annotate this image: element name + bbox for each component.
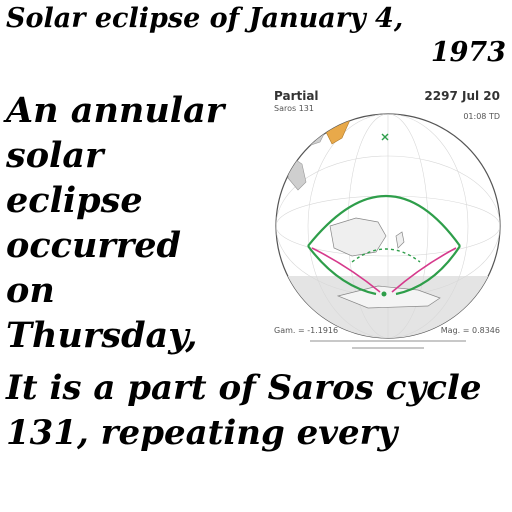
greatest-eclipse-point (381, 291, 387, 297)
title-line-2: 1973 (430, 37, 506, 68)
title-line-1: Solar eclipse of January 4, (6, 3, 404, 34)
new-zealand-landmass (395, 231, 405, 249)
gamma-label: Gam. = -1.1916 (274, 326, 338, 335)
date-label: 2297 Jul 20 (424, 89, 500, 103)
eclipse-type-label: Partial (274, 89, 319, 103)
rise-set-curve-west (311, 247, 381, 293)
time-label: 01:08 TD (463, 112, 500, 121)
fine-print (310, 340, 466, 349)
rise-set-curve-east (391, 247, 457, 293)
eclipse-map-figure: Partial Saros 131 2297 Jul 20 01:08 TD (268, 86, 508, 358)
sub-solar-marker (381, 133, 389, 141)
body-paragraph: It is a part of Saros cycle 131, repeati… (6, 368, 482, 453)
penumbra-west-limit (307, 245, 377, 296)
penumbra-east-limit (395, 245, 461, 296)
eclipse-globe-map: Partial Saros 131 2297 Jul 20 01:08 TD (274, 89, 501, 349)
max-eclipse-curve (351, 248, 421, 263)
penumbra-north-limit (307, 195, 461, 247)
lead-paragraph: An annular solar eclipse occurred on Thu… (6, 90, 225, 356)
magnitude-label: Mag. = 0.8346 (441, 326, 500, 335)
saros-label: Saros 131 (274, 104, 314, 113)
page-title: Solar eclipse of January 4, 1973 (6, 2, 506, 70)
australia-landmass (329, 217, 387, 257)
